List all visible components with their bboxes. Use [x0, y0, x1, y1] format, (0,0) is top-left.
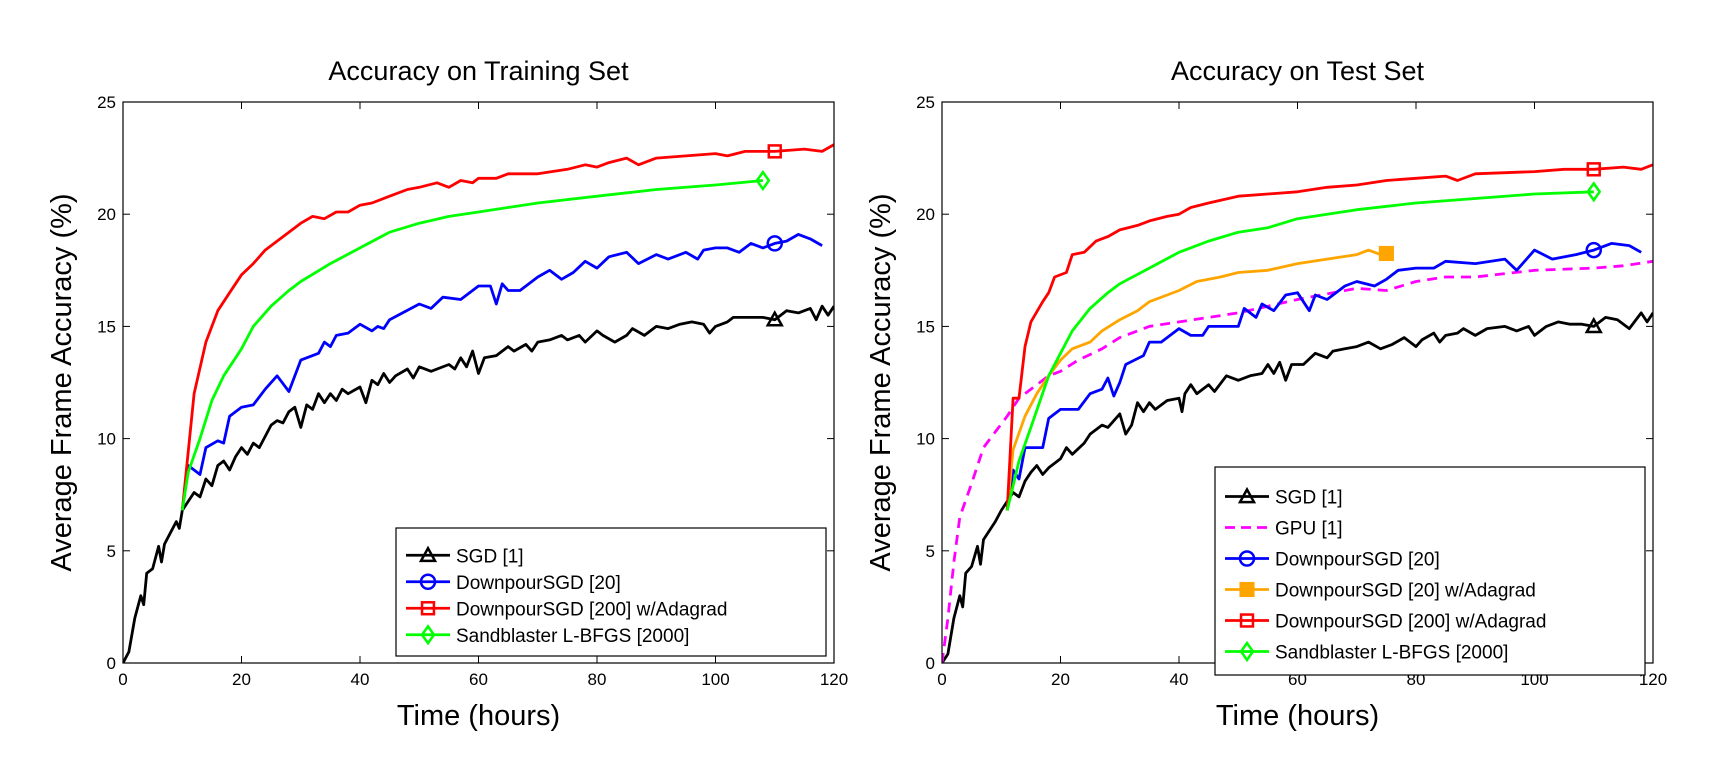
legend-label: GPU [1] [1275, 519, 1343, 540]
y-tick-label: 0 [926, 654, 935, 673]
x-tick-label: 100 [701, 670, 729, 689]
x-tick-label: 120 [820, 670, 848, 689]
series-5 [1005, 181, 1602, 511]
legend-label: DownpourSGD [20] w/Adagrad [1275, 581, 1536, 602]
x-tick-label: 20 [1051, 670, 1070, 689]
legend-diamond-marker [1239, 640, 1255, 663]
x-tick-label: 60 [469, 670, 488, 689]
series-line [942, 259, 1653, 663]
diamond-marker [755, 169, 771, 192]
triangle-marker [1584, 316, 1603, 334]
legend-label: Sandblaster L-BFGS [2000] [1275, 643, 1508, 664]
y-tick-label: 0 [107, 654, 116, 673]
circle-marker [1585, 241, 1602, 259]
series-line [180, 179, 764, 511]
x-tick-label: 120 [1639, 670, 1667, 689]
legend-filled-square-marker [1239, 581, 1255, 598]
legend-diamond-marker [420, 624, 436, 646]
series-0 [123, 304, 834, 663]
legend-label: DownpourSGD [20] [1275, 550, 1440, 571]
legend-circle-marker [1238, 550, 1256, 567]
series-2 [1005, 241, 1642, 511]
legend-item: SGD [1] [1225, 486, 1343, 509]
chart-title: Accuracy on Test Set [1171, 56, 1425, 86]
diamond-marker [1586, 181, 1602, 203]
series-0 [942, 311, 1653, 663]
series-1 [180, 233, 823, 511]
legend-square-marker [420, 601, 436, 616]
legend-item: DownpourSGD [200] w/Adagrad [1225, 612, 1546, 633]
series-line [1005, 190, 1594, 511]
legend: SGD [1] DownpourSGD [20] DownpourSGD [200]… [395, 527, 827, 657]
legend-item: DownpourSGD [20] [406, 573, 621, 594]
legend-item: SGD [1] [406, 545, 524, 567]
square-marker [767, 144, 782, 159]
chart-1: Accuracy on Test Set Time (hours) Average … [865, 56, 1667, 732]
x-tick-label: 20 [232, 670, 251, 689]
legend-label: SGD [1] [1275, 488, 1343, 509]
y-tick-label: 20 [916, 205, 935, 224]
legend-item: DownpourSGD [20] [1225, 550, 1440, 571]
filled-square-marker [1378, 245, 1394, 262]
series-line [180, 143, 834, 511]
legend-box [395, 527, 827, 657]
x-tick-label: 0 [118, 670, 127, 689]
chart-title: Accuracy on Training Set [328, 56, 629, 86]
legend-label: DownpourSGD [200] w/Adagrad [456, 599, 727, 620]
y-tick-label: 25 [97, 93, 116, 112]
legend-circle-marker [419, 573, 437, 590]
x-axis-label: Time (hours) [397, 700, 560, 732]
legend-item: Sandblaster L-BFGS [2000] [406, 624, 689, 647]
legend-label: SGD [1] [456, 546, 524, 567]
legend-triangle-marker [1237, 486, 1257, 504]
series-1 [942, 259, 1653, 663]
series-2 [180, 143, 834, 511]
x-axis-label: Time (hours) [1216, 700, 1379, 732]
y-tick-label: 5 [926, 542, 935, 561]
y-axis-label: Average Frame Accuracy (%) [46, 193, 78, 571]
legend-item: Sandblaster L-BFGS [2000] [1225, 640, 1508, 664]
y-tick-label: 10 [97, 430, 116, 449]
series-line [1005, 163, 1653, 511]
y-tick-label: 20 [97, 205, 116, 224]
series-4 [1005, 162, 1653, 511]
legend-label: DownpourSGD [20] [456, 573, 621, 594]
x-tick-label: 80 [588, 670, 607, 689]
chart-0: Accuracy on Training Set Time (hours) Aver… [46, 56, 848, 732]
legend: SGD [1] GPU [1] DownpourSGD [20] DownpourSG… [1214, 466, 1646, 676]
x-tick-label: 40 [1170, 670, 1189, 689]
series-3 [180, 169, 771, 511]
series-line [180, 233, 823, 511]
series-line [942, 311, 1653, 663]
legend-item: DownpourSGD [20] w/Adagrad [1225, 581, 1536, 602]
legend-item: DownpourSGD [200] w/Adagrad [406, 599, 727, 620]
series-line [1005, 242, 1642, 511]
legend-item: GPU [1] [1225, 519, 1343, 540]
y-tick-label: 10 [916, 430, 935, 449]
square-marker [1586, 162, 1601, 177]
x-tick-label: 0 [937, 670, 946, 689]
legend-triangle-marker [418, 545, 438, 563]
y-axis-label: Average Frame Accuracy (%) [865, 193, 897, 571]
legend-label: DownpourSGD [200] w/Adagrad [1275, 612, 1546, 633]
y-tick-label: 25 [916, 93, 935, 112]
x-tick-label: 40 [351, 670, 370, 689]
y-tick-label: 15 [97, 317, 116, 336]
legend-label: Sandblaster L-BFGS [2000] [456, 626, 689, 647]
y-tick-label: 5 [107, 542, 116, 561]
legend-box [1214, 466, 1646, 676]
circle-marker [766, 235, 783, 252]
series-line [123, 304, 834, 663]
legend-square-marker [1239, 613, 1255, 628]
y-tick-label: 15 [916, 317, 935, 336]
triangle-marker [765, 310, 784, 327]
